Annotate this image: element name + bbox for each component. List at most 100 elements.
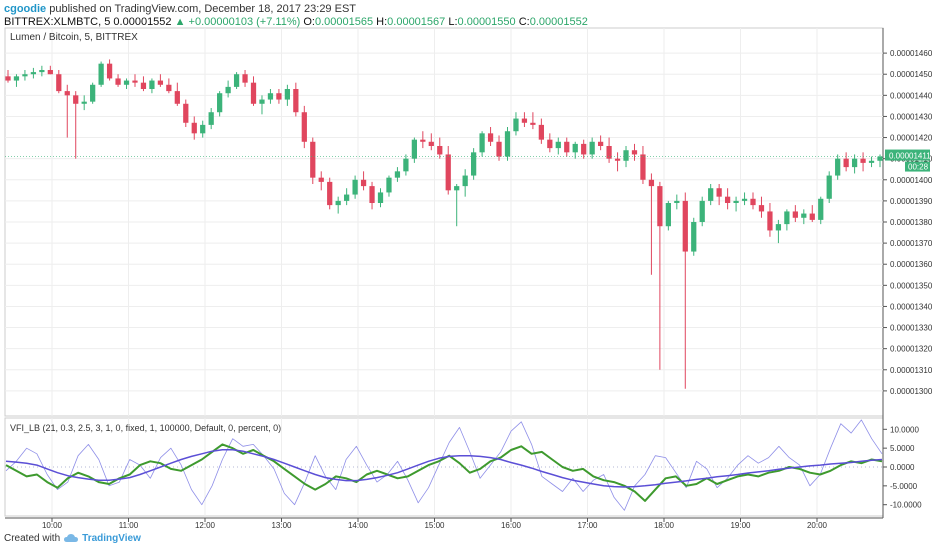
last-price: 0.00001552 (113, 16, 172, 28)
vfi-signal-line (5, 448, 883, 488)
candle (741, 192, 748, 206)
candle (411, 137, 417, 163)
candle (775, 219, 782, 244)
symbol-line: BITTREX:XLMBTC, 5 0.00001552 ▲ +0.000001… (4, 16, 588, 29)
candle (403, 154, 409, 176)
indicator-axis-tick: 5.0000 (890, 444, 915, 453)
candle (487, 127, 494, 146)
candle (293, 82, 299, 117)
current-price-text: 0.00001411 (889, 152, 931, 161)
candlestick-series (5, 59, 883, 389)
candle (166, 78, 172, 94)
price-change: ▲ +0.00000103 (+7.11%) (174, 16, 301, 28)
time-axis-tick: 14:00 (348, 521, 369, 530)
candle (801, 209, 807, 225)
candle (22, 70, 28, 81)
candle (310, 137, 316, 184)
indicator-axis-tick: 0.0000 (890, 463, 915, 472)
candle (64, 84, 70, 138)
candle (631, 143, 638, 161)
candle (843, 152, 849, 172)
price-axis-tick: 0.00001390 (890, 197, 932, 206)
indicator-axis-tick: -5.0000 (890, 482, 918, 491)
candle (335, 196, 341, 214)
candle (496, 135, 502, 161)
price-axis-tick: 0.00001450 (890, 70, 932, 79)
time-axis-tick: 18:00 (654, 521, 675, 530)
candle (123, 78, 130, 89)
candle (140, 76, 147, 92)
time-axis-tick: 10:00 (42, 521, 63, 530)
candle (30, 67, 37, 79)
price-axis-tick: 0.00001370 (890, 239, 932, 248)
candle (39, 65, 45, 77)
candle (471, 148, 477, 180)
price-axis-tick: 0.00001440 (890, 91, 932, 100)
candle (327, 177, 333, 210)
footer: Created with TradingView (4, 533, 141, 544)
candle (521, 112, 528, 127)
price-axis-tick: 0.00001460 (890, 49, 932, 58)
candle (733, 196, 739, 212)
author-link[interactable]: cgoodie (4, 3, 47, 15)
candle (157, 74, 164, 87)
time-axis-tick: 19:00 (730, 521, 751, 530)
candle (5, 70, 11, 83)
candle (767, 203, 773, 237)
main-chart-title: Lumen / Bitcoin, 5, BITTREX (10, 32, 138, 43)
indicator-title: VFI_LB (21, 0.3, 2.5, 3, 1, 0, fixed, 1,… (10, 423, 281, 433)
candle (835, 154, 841, 180)
candle (242, 70, 248, 87)
time-axis-tick: 16:00 (501, 521, 522, 530)
candle (47, 65, 53, 75)
candle (276, 89, 282, 104)
candle (699, 196, 705, 227)
candle (250, 76, 257, 106)
candle (377, 188, 384, 208)
candle (445, 146, 451, 195)
candle (369, 181, 375, 210)
candle (640, 146, 646, 184)
candle (597, 135, 604, 151)
price-axis-tick: 0.00001380 (890, 218, 932, 227)
candle (386, 175, 392, 197)
price-axis-tick: 0.00001350 (890, 281, 932, 290)
symbol-label[interactable]: BITTREX:XLMBTC, 5 (4, 16, 111, 28)
tradingview-brand[interactable]: TradingView (82, 533, 141, 544)
price-axis-tick: 0.00001340 (890, 302, 932, 311)
candle (614, 152, 621, 172)
candle (174, 82, 180, 106)
candle (809, 205, 815, 222)
chart-canvas[interactable]: 0.00001460 0.00001450 0.00001440 0.00001430… (0, 0, 932, 532)
candle (73, 91, 79, 159)
candle (674, 194, 680, 210)
time-axis-tick: 15:00 (424, 521, 445, 530)
indicator-axis-tick: 10.0000 (890, 425, 919, 434)
candle (877, 154, 883, 168)
candle (200, 120, 206, 138)
low-label: L: (448, 16, 458, 28)
open-value: 0.00001565 (314, 16, 374, 28)
candle (437, 137, 443, 159)
candle (750, 192, 756, 210)
candle (208, 108, 214, 130)
candle (479, 131, 485, 157)
close-label: C: (518, 16, 530, 28)
candle (90, 82, 96, 104)
candle (860, 152, 866, 172)
candle (115, 74, 121, 87)
high-label: H: (376, 16, 388, 28)
candle (420, 131, 426, 149)
created-with-text: Created with (4, 533, 61, 544)
candle (233, 72, 240, 89)
vfi-raw-line (5, 419, 883, 511)
chart-header: cgoodie published on TradingView.com, De… (4, 3, 588, 29)
candle (657, 181, 663, 370)
candle (572, 141, 578, 159)
candle (818, 196, 824, 225)
candle (547, 133, 553, 153)
candle (716, 184, 722, 206)
candle (259, 95, 265, 115)
current-price-label: 0.00001411 00:28 (5, 149, 931, 172)
vfi-line (5, 443, 883, 502)
